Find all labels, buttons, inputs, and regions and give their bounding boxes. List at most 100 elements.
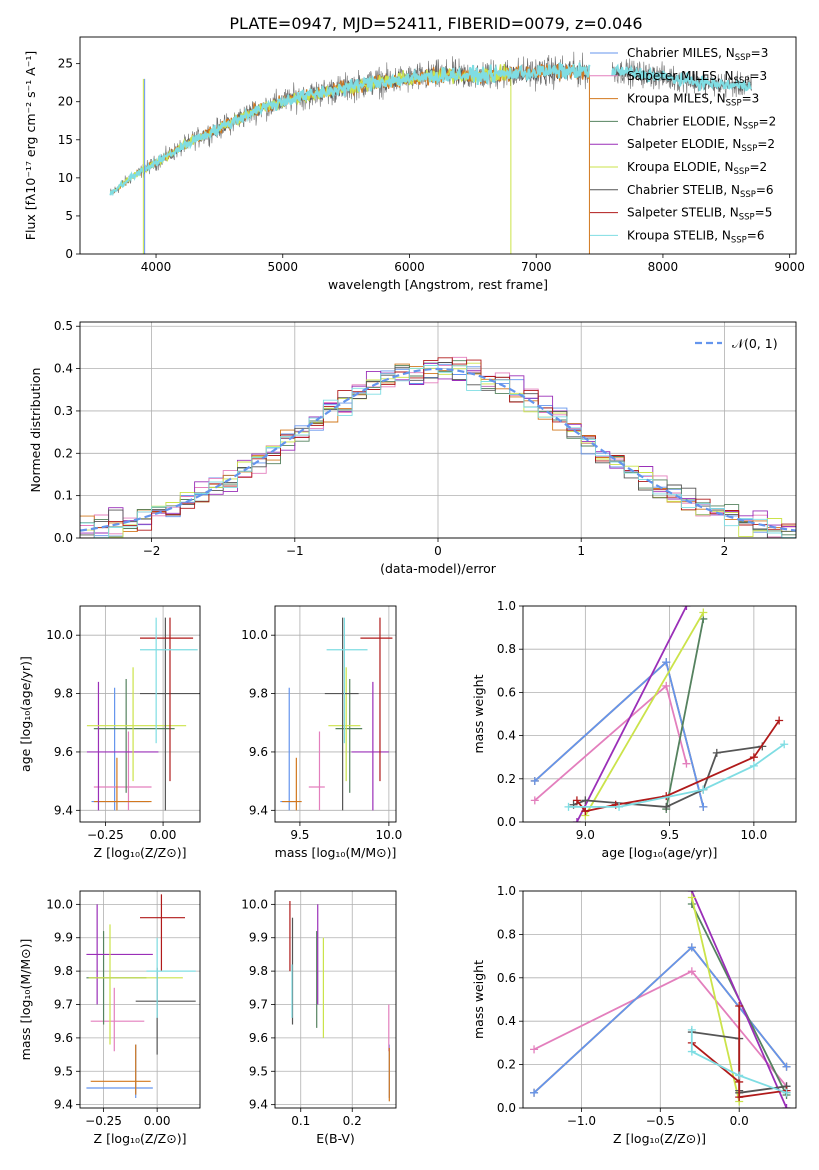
plot-area [80,356,796,538]
histogram-step [80,357,796,538]
y-axis-label: mass [log₁₀(M/M⊙)] [18,939,33,1061]
plus-marker [782,1062,791,1071]
legend-label-count: =3 [751,46,769,60]
plus-marker [530,1088,539,1097]
x-tick-label: −2 [143,544,161,558]
legend-label-count: =6 [747,228,765,242]
chart-residuals: −2 −1 0 1 2 0.0 0.1 0.2 0.3 0.4 0.5 (data-model)/er… [28,319,797,576]
y-tick-label: 0.0 [497,815,516,829]
x-axis-label: age [log₁₀(age/yr)] [602,845,718,860]
legend-label-subscript: SSP [743,121,759,131]
x-axis-label: E(B-V) [316,1131,355,1146]
y-tick-label: 0.0 [497,1101,516,1115]
plus-marker [699,802,708,811]
plus-marker [572,818,581,822]
x-tick-label: 6000 [394,260,425,274]
legend-entry: Salpeter ELODIE, NSSP=2 [627,137,775,154]
plus-marker [735,1002,744,1011]
gaussian-curve [80,367,796,532]
legend-label: Kroupa ELODIE, N [627,160,734,174]
legend-label-subscript: SSP [731,235,747,245]
plot-area [280,617,393,811]
legend-label-subscript: SSP [735,53,751,63]
y-tick-label: 9.6 [249,745,268,759]
plus-marker [564,802,573,811]
y-tick-label: 0.2 [497,1058,516,1072]
plus-marker [780,740,789,749]
axes-frame [79,321,797,539]
chart-weight_vs_age: 9.0 9.5 10.0 0.0 0.2 0.4 0.6 0.8 1.0 age [log₁₀(a… [471,599,797,860]
weight-line [690,1029,787,1094]
y-tick-label: 0.8 [497,642,516,656]
y-tick-label: 0.6 [497,685,516,699]
x-tick-label: 0.00 [144,1114,171,1128]
y-tick-label: 0.4 [497,1014,516,1028]
plus-marker [581,796,590,805]
x-tick-label: −0.5 [646,1114,675,1128]
legend-label-subscript: SSP [741,144,757,154]
legend-entry: Kroupa STELIB, NSSP=6 [627,228,765,245]
y-tick-label: 0.8 [497,927,516,941]
plus-marker [735,1071,744,1080]
y-tick-label: 9.4 [249,803,268,817]
axes-frame [522,605,797,823]
y-tick-label: 0.2 [497,772,516,786]
y-tick-label: 0.6 [497,971,516,985]
x-tick-label: 10.0 [741,828,768,842]
y-tick-label: 9.4 [249,1098,268,1112]
x-tick-label: −0.25 [85,1114,122,1128]
legend-label: Chabrier STELIB, N [627,183,740,197]
x-axis-label: wavelength [Angstrom, rest frame] [328,277,548,292]
chart-age_vs_Z: −0.25 0.00 9.4 9.6 9.8 10.0 Z [log₁₀(Z/Z⊙)] age… [18,605,201,860]
y-tick-label: 0.0 [54,531,73,545]
x-tick-label: −1 [286,544,304,558]
figure-title: PLATE=0947, MJD=52411, FIBERID=0079, z=0… [229,14,642,33]
legend-label-count: =2 [757,137,775,151]
x-tick-label: 5000 [267,260,298,274]
y-axis-label: age [log₁₀(age/yr)] [18,656,33,772]
legend-entry: Chabrier ELODIE, NSSP=2 [627,114,776,131]
y-tick-label: 0.4 [497,729,516,743]
x-tick-label: 0.1 [291,1114,310,1128]
y-tick-label: 5 [65,209,73,223]
legend-label-subscript: SSP [740,190,756,200]
plus-marker [687,1025,696,1034]
y-tick-label: 0.2 [54,446,73,460]
x-tick-label: −1.0 [567,1114,596,1128]
axes-frame [79,605,201,823]
legend-label: Salpeter ELODIE, N [627,137,741,151]
weight-line [690,897,741,1102]
legend-label-subscript: SSP [739,213,755,223]
y-tick-label: 9.8 [54,964,73,978]
x-tick-label: 9.5 [660,828,679,842]
legend-label-count: =2 [749,160,767,174]
plus-marker [682,759,691,768]
legend-label-count: =3 [749,69,767,83]
y-tick-label: 0 [65,247,73,261]
weight-line [573,745,763,808]
plus-marker [530,1045,539,1054]
legend-label: Salpeter STELIB, N [627,206,739,220]
x-tick-label: 2 [721,544,729,558]
legend-entry: Chabrier MILES, NSSP=3 [627,46,768,63]
plus-marker [782,1104,791,1108]
legend-entry: Kroupa MILES, NSSP=3 [627,92,759,109]
weight-line [576,719,780,813]
x-tick-label: 0.00 [150,828,177,842]
y-axis-label: mass weight [471,960,486,1039]
plus-marker [682,606,691,610]
y-tick-label: 9.8 [54,687,73,701]
y-tick-label: 15 [58,133,73,147]
y-tick-label: 9.8 [249,687,268,701]
x-axis-label: Z [log₁₀(Z/Z⊙)] [94,845,187,860]
legend-label-subscript: SSP [734,167,750,177]
plus-marker [530,776,539,785]
y-tick-label: 1.0 [497,599,516,613]
chart-age_vs_mass: 9.5 10.0 9.4 9.6 9.8 10.0 mass [log₁₀(M/M⊙)] [241,605,402,860]
x-tick-label: 8000 [648,260,679,274]
y-tick-label: 0.3 [54,404,73,418]
weight-line [584,612,705,816]
x-tick-label: 0.0 [730,1114,749,1128]
legend-label-count: =3 [742,92,760,106]
